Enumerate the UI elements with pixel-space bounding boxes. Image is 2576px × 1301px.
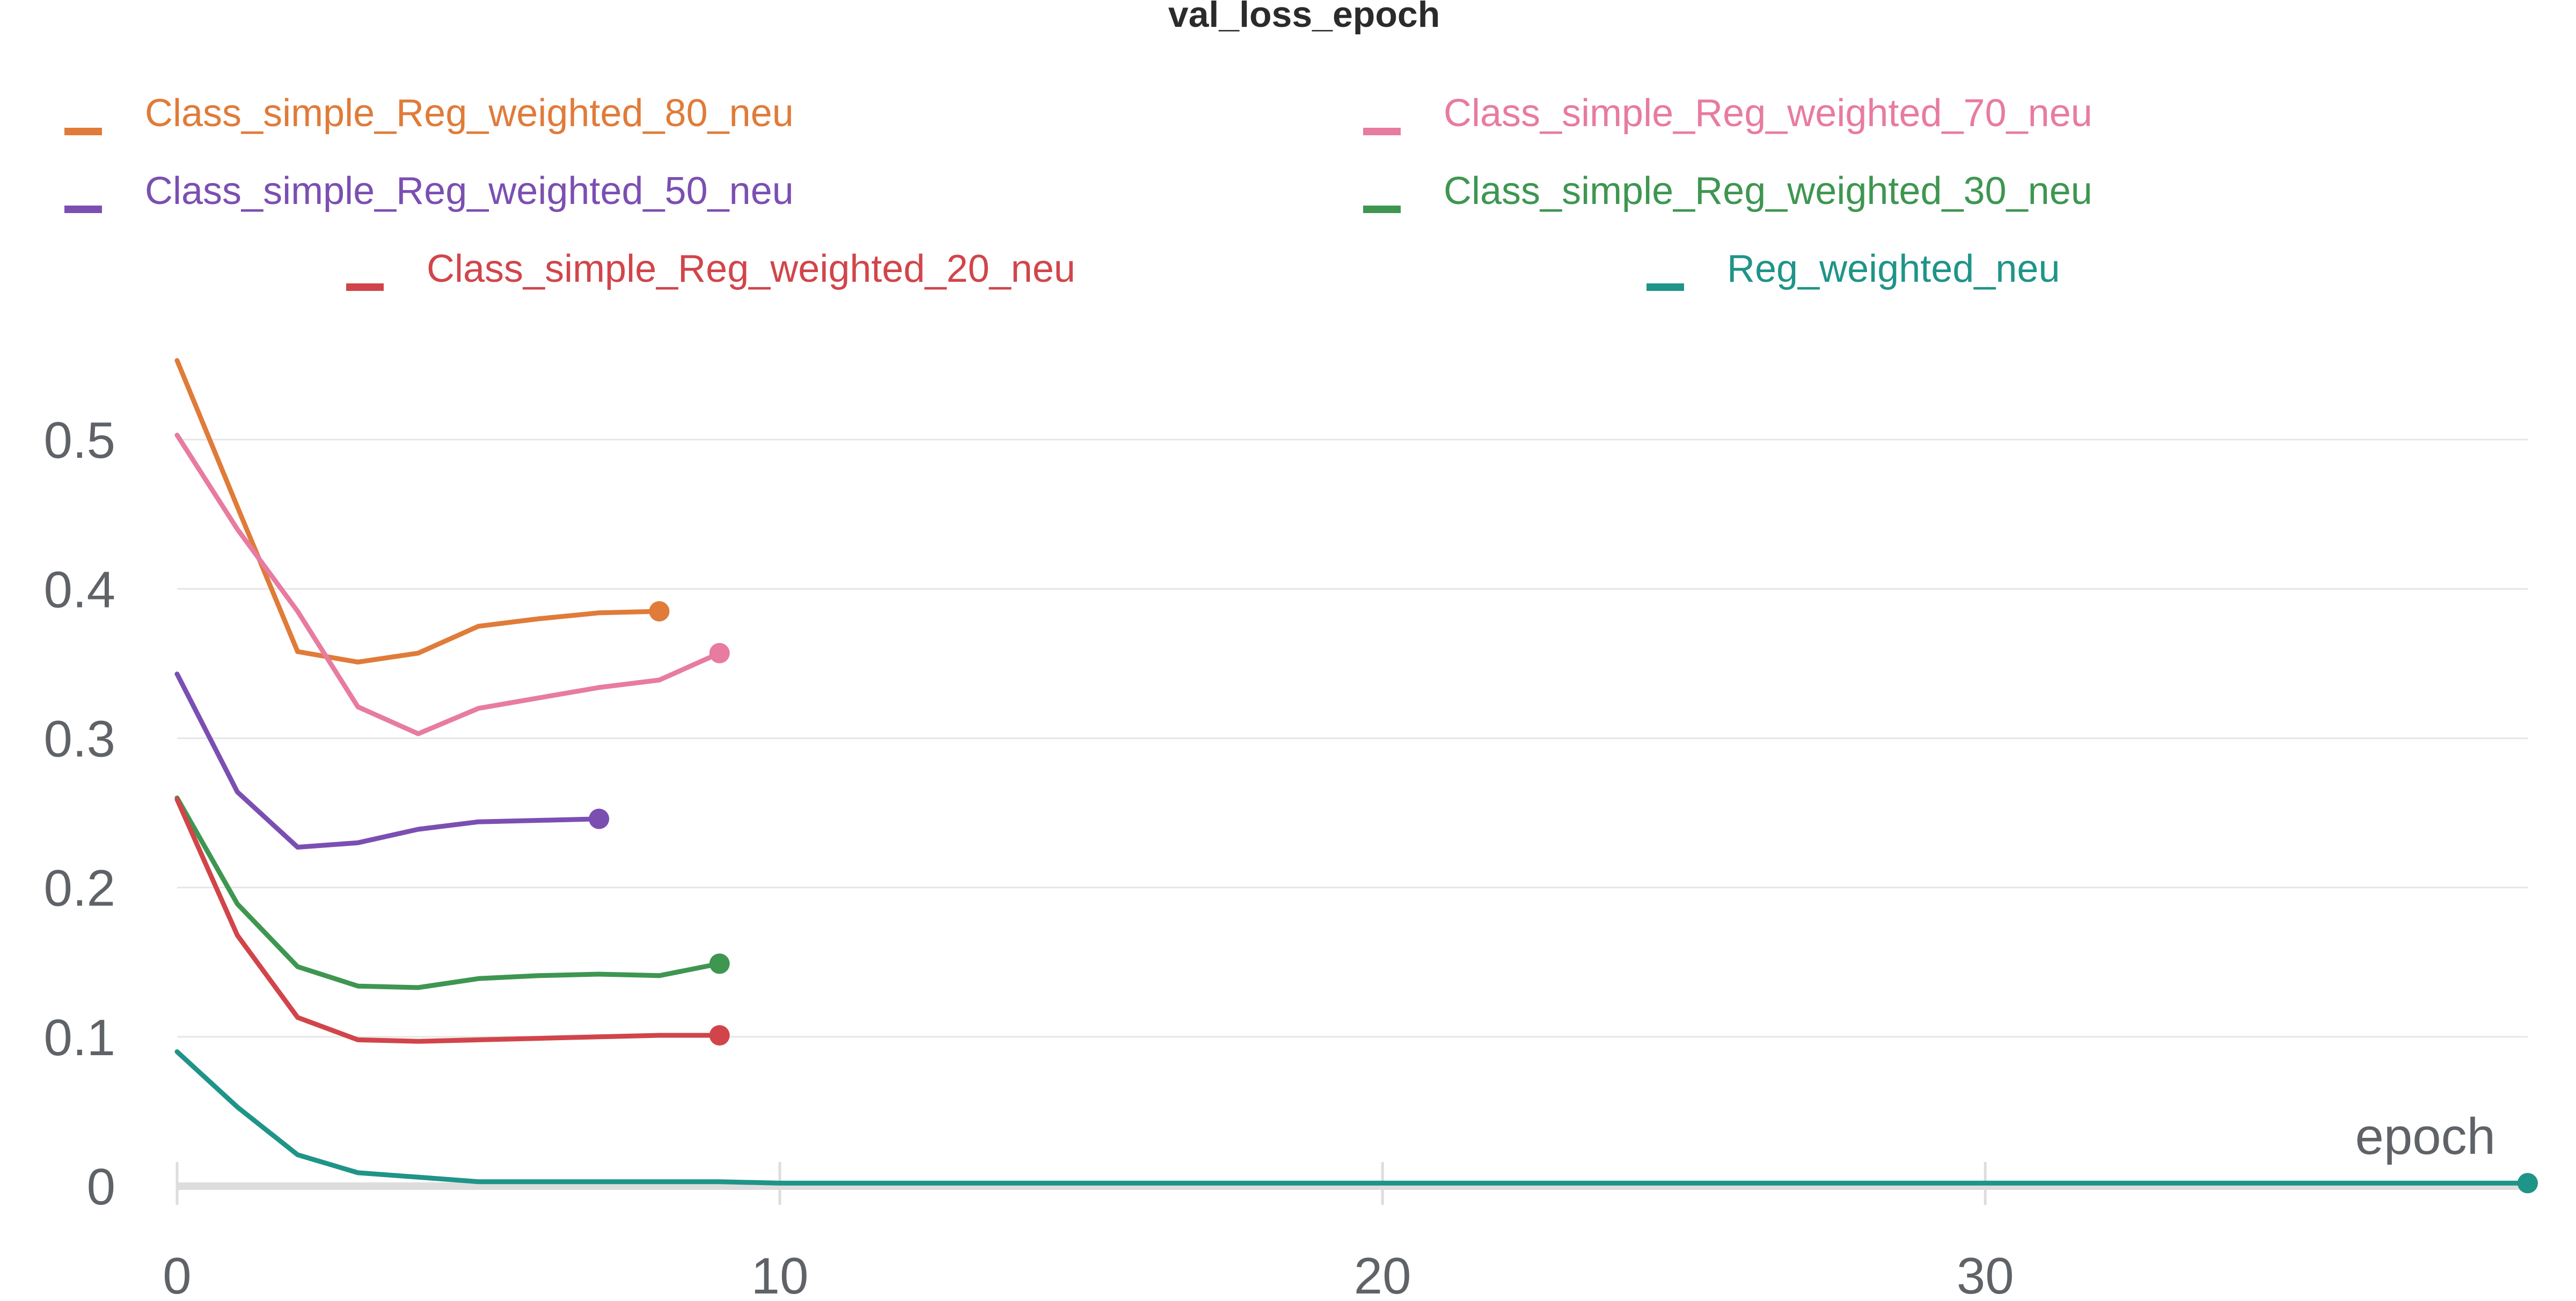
legend-label: Class_simple_Reg_weighted_70_neu — [1444, 92, 2092, 135]
y-tick-label: 0 — [87, 1158, 115, 1216]
legend-item: Class_simple_Reg_weighted_20_neu — [346, 247, 1075, 291]
x-tick-label: 30 — [1957, 1247, 2014, 1301]
legend: Class_simple_Reg_weighted_80_neu Class_si… — [64, 92, 2092, 291]
legend-item: Class_simple_Reg_weighted_70_neu — [1363, 92, 2092, 135]
x-tick-label: 10 — [751, 1247, 809, 1301]
grid-lines — [177, 438, 2528, 1038]
legend-label: Class_simple_Reg_weighted_80_neu — [145, 92, 794, 135]
series-end-marker — [709, 642, 730, 663]
y-tick-label: 0.4 — [44, 561, 115, 618]
series-line — [174, 797, 722, 1044]
series-layer — [174, 358, 2538, 1194]
x-tick-label: 0 — [163, 1247, 191, 1301]
legend-label: Class_simple_Reg_weighted_20_neu — [427, 247, 1075, 290]
x-axis: 0 10 20 30 — [163, 1162, 2528, 1301]
legend-item: Reg_weighted_neu — [1646, 247, 2060, 291]
series-end-marker — [709, 953, 730, 974]
legend-label: Class_simple_Reg_weighted_30_neu — [1444, 170, 2092, 213]
series-line — [174, 433, 722, 736]
series-line — [174, 358, 662, 665]
series-end-marker — [649, 601, 670, 622]
legend-label: Class_simple_Reg_weighted_50_neu — [145, 170, 794, 213]
legend-item: Class_simple_Reg_weighted_80_neu — [64, 92, 794, 135]
y-tick-label: 0.1 — [44, 1009, 115, 1066]
series-line — [174, 795, 722, 990]
series-line — [174, 1049, 2530, 1186]
series-end-marker — [2518, 1173, 2538, 1194]
y-tick-label: 0.5 — [44, 412, 115, 469]
series-end-marker — [589, 808, 610, 829]
series-line — [174, 671, 602, 850]
legend-item: Class_simple_Reg_weighted_50_neu — [64, 170, 794, 213]
legend-item: Class_simple_Reg_weighted_30_neu — [1363, 170, 2092, 213]
series-end-marker — [709, 1025, 730, 1046]
x-tick-label: 20 — [1354, 1247, 1411, 1301]
y-tick-label: 0.2 — [44, 860, 115, 917]
chart-title: val_loss_epoch — [1168, 0, 1440, 35]
y-tick-label: 0.3 — [44, 710, 115, 768]
legend-label: Reg_weighted_neu — [1727, 247, 2060, 290]
x-axis-title: epoch — [2355, 1108, 2496, 1165]
y-axis: 0 0.1 0.2 0.3 0.4 0.5 — [44, 412, 115, 1216]
